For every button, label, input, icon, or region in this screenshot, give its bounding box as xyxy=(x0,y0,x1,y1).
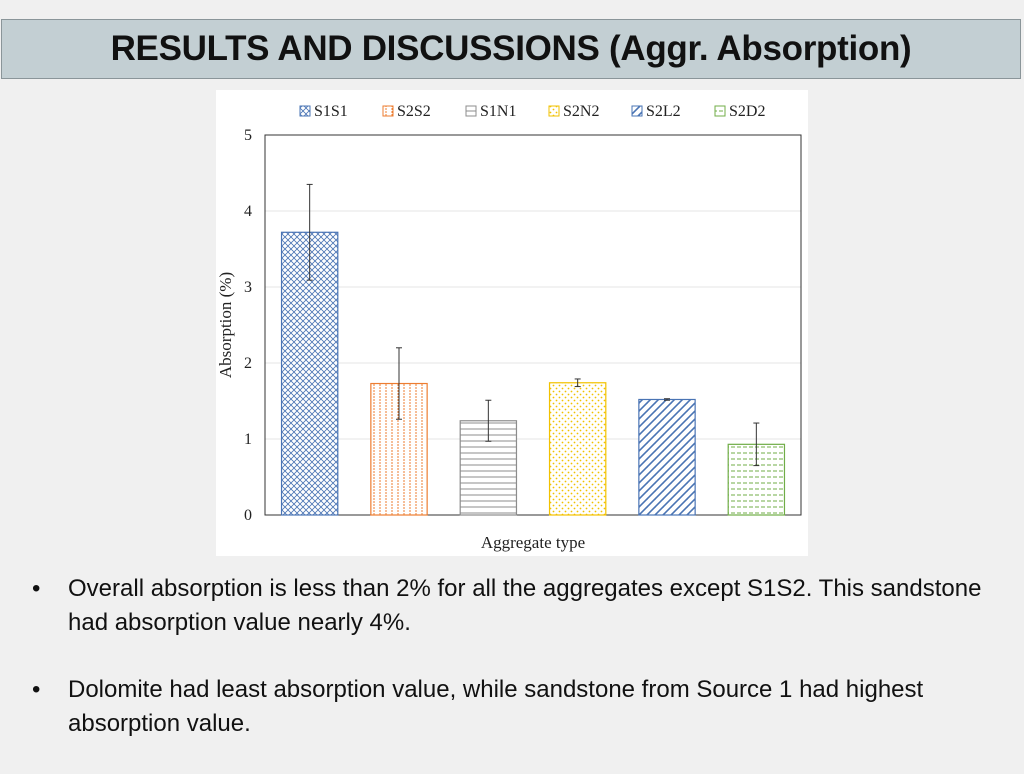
slide-title: RESULTS AND DISCUSSIONS (Aggr. Absorptio… xyxy=(110,29,912,68)
bullet-text: Dolomite had least absorption value, whi… xyxy=(68,676,924,737)
legend-swatch-s1n1 xyxy=(465,105,477,117)
legend-swatch-s1s1 xyxy=(299,105,311,117)
legend-label-s1s1: S1S1 xyxy=(314,103,348,120)
legend-label-s2l2: S2L2 xyxy=(646,103,681,120)
legend-swatch-s2n2 xyxy=(548,105,560,117)
y-axis-title: Absorption (%) xyxy=(216,272,235,378)
legend-swatch-s2l2 xyxy=(631,105,643,117)
legend-label-s2n2: S2N2 xyxy=(563,103,599,120)
y-tick-label: 1 xyxy=(244,431,252,448)
legend-label-s1n1: S1N1 xyxy=(480,103,516,120)
y-tick-label: 4 xyxy=(244,203,252,220)
y-tick-label: 0 xyxy=(244,507,252,524)
chart-panel: 0 1 2 3 4 5 S1S1 S2S2 S1N1 S2N2 S2L2 S2D2 Aggregate … xyxy=(216,90,808,556)
bullet-list: • Overall absorption is less than 2% for… xyxy=(30,572,1000,774)
bar-s2l2 xyxy=(638,398,696,516)
y-tick-label: 3 xyxy=(244,279,252,296)
legend-label-s2s2: S2S2 xyxy=(397,103,431,120)
bullet-dot: • xyxy=(32,575,41,602)
legend-swatch-s2d2 xyxy=(714,105,726,117)
legend-swatch-s2s2 xyxy=(382,105,394,117)
bullet-dot: • xyxy=(32,676,41,703)
title-bar: RESULTS AND DISCUSSIONS (Aggr. Absorptio… xyxy=(1,19,1021,79)
legend-label-s2d2: S2D2 xyxy=(729,103,765,120)
bullet-item: • Dolomite had least absorption value, w… xyxy=(30,673,1000,741)
bullet-item: • Overall absorption is less than 2% for… xyxy=(30,572,1000,640)
x-axis-title: Aggregate type xyxy=(481,533,585,552)
absorption-bar-chart: 0 1 2 3 4 5 S1S1 S2S2 S1N1 S2N2 S2L2 S2D2 Aggregate … xyxy=(216,103,802,552)
y-tick-label: 5 xyxy=(244,127,252,144)
bullet-text: Overall absorption is less than 2% for a… xyxy=(68,575,982,636)
bar-s2d2 xyxy=(727,443,786,516)
plot-frame xyxy=(264,134,802,516)
bar-s2n2 xyxy=(548,382,607,516)
y-tick-label: 2 xyxy=(244,355,252,372)
